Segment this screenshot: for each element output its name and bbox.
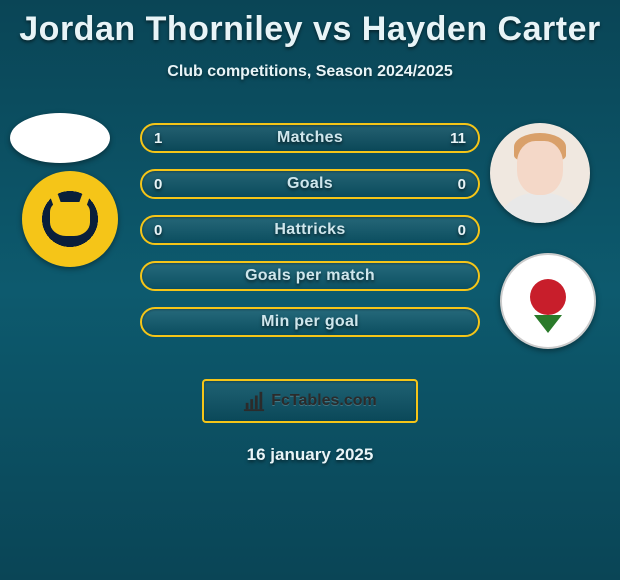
stat-right-value: 0 xyxy=(458,176,466,193)
stats-list: 1 Matches 11 0 Goals 0 0 Hattricks 0 Goa… xyxy=(140,123,480,353)
stat-label: Hattricks xyxy=(274,221,345,239)
rose-icon xyxy=(530,279,566,315)
brand-box[interactable]: FcTables.com xyxy=(202,379,418,423)
stat-row-goals: 0 Goals 0 xyxy=(140,169,480,199)
bar-chart-icon xyxy=(243,390,265,412)
stat-label: Matches xyxy=(277,129,343,147)
stat-row-goals-per-match: Goals per match xyxy=(140,261,480,291)
player-left-avatar xyxy=(10,113,110,163)
stat-label: Goals per match xyxy=(245,267,375,285)
stat-left-value: 1 xyxy=(154,130,162,147)
club-left-badge xyxy=(22,171,118,267)
player-right-avatar xyxy=(490,123,590,223)
stat-left-value: 0 xyxy=(154,176,162,193)
date-label: 16 january 2025 xyxy=(0,445,620,465)
stat-label: Goals xyxy=(287,175,333,193)
stat-row-hattricks: 0 Hattricks 0 xyxy=(140,215,480,245)
club-right-badge xyxy=(500,253,596,349)
stat-right-value: 11 xyxy=(450,130,466,147)
stat-right-value: 0 xyxy=(458,222,466,239)
stat-row-min-per-goal: Min per goal xyxy=(140,307,480,337)
stat-row-matches: 1 Matches 11 xyxy=(140,123,480,153)
page-title: Jordan Thorniley vs Hayden Carter xyxy=(0,0,620,49)
subtitle: Club competitions, Season 2024/2025 xyxy=(0,63,620,81)
comparison-panel: 1 Matches 11 0 Goals 0 0 Hattricks 0 Goa… xyxy=(0,113,620,373)
brand-text: FcTables.com xyxy=(271,392,377,410)
stat-left-value: 0 xyxy=(154,222,162,239)
ox-icon xyxy=(50,202,90,236)
stat-label: Min per goal xyxy=(261,313,359,331)
